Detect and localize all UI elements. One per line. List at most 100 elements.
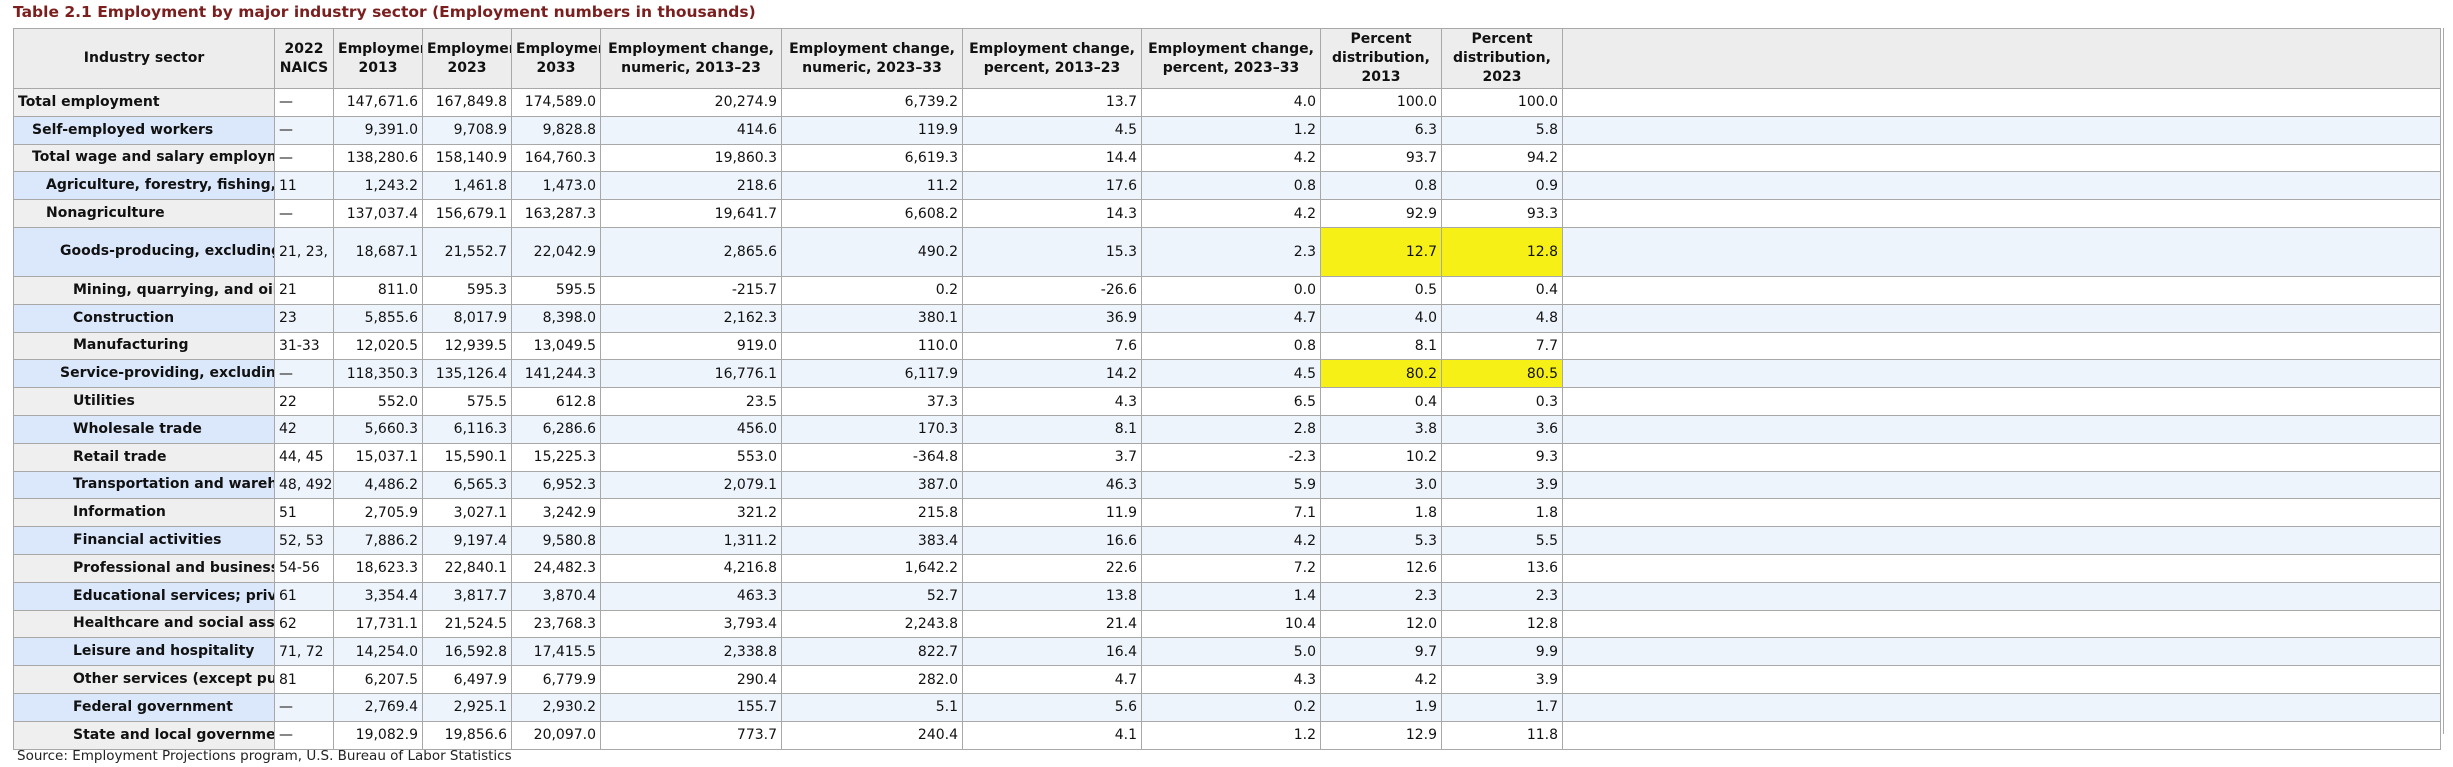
change-percent-2023-33-cell: 0.0	[1141, 275, 1321, 305]
table-body: Total employment —147,671.6 167,849.8 174,5…	[13, 88, 2441, 750]
distribution-2023-cell: 0.4	[1441, 275, 1563, 305]
employment-2033-cell: 6,779.9	[511, 665, 601, 694]
col-header-distribution-2023: Percent distribution, 2023	[1441, 28, 1563, 89]
change-percent-2013-23-cell: 4.7	[962, 665, 1142, 694]
change-percent-2013-23-cell: 36.9	[962, 303, 1142, 333]
table-row: Wholesale trade 42 5,660.3 6,116.3 6,286.6 45…	[13, 414, 2441, 444]
employment-2033-cell: 9,580.8	[511, 526, 601, 555]
change-numeric-2023-33-cell: 6,117.9	[781, 359, 963, 389]
industry-sector-cell: Educational services; private	[13, 581, 275, 611]
distribution-2013-cell: 4.0	[1320, 303, 1442, 333]
change-numeric-2013-23-cell: 218.6	[600, 171, 782, 201]
industry-sector-cell: Nonagriculture	[13, 199, 275, 228]
distribution-2023-cell: 80.5	[1441, 359, 1563, 389]
change-percent-2013-23-cell: 4.1	[962, 720, 1142, 750]
employment-2013-cell: 12,020.5	[333, 331, 423, 361]
employment-2013-cell: 1,243.2	[333, 171, 423, 201]
change-numeric-2023-33-cell: 387.0	[781, 470, 963, 500]
change-percent-2013-23-cell: 16.4	[962, 637, 1142, 667]
employment-2023-cell: 575.5	[422, 387, 512, 416]
change-percent-2013-23-cell: 5.6	[962, 692, 1142, 722]
table-edge-divider	[2443, 28, 2444, 734]
distribution-2013-cell: 8.1	[1320, 331, 1442, 361]
col-header-employment-2023: Employment, 2023	[422, 28, 512, 89]
table-row: Healthcare and social assistance; privat…	[13, 609, 2441, 639]
employment-2023-cell: 21,552.7	[422, 226, 512, 277]
spacer-cell	[1562, 470, 2441, 500]
naics-cell: 21, 23, 31-33	[274, 226, 334, 277]
change-percent-2013-23-cell: 16.6	[962, 526, 1142, 555]
change-numeric-2013-23-cell: 19,860.3	[600, 143, 782, 173]
distribution-2023-cell: 9.3	[1441, 442, 1563, 472]
employment-2013-cell: 138,280.6	[333, 143, 423, 173]
employment-2023-cell: 9,708.9	[422, 115, 512, 145]
distribution-2023-cell: 0.9	[1441, 171, 1563, 201]
col-header-naics: 2022 NAICS	[274, 28, 334, 89]
employment-2023-cell: 156,679.1	[422, 199, 512, 228]
distribution-2023-cell: 1.8	[1441, 498, 1563, 528]
distribution-2013-cell: 3.8	[1320, 414, 1442, 444]
employment-2013-cell: 3,354.4	[333, 581, 423, 611]
distribution-2013-cell: 5.3	[1320, 526, 1442, 555]
change-percent-2023-33-cell: 1.4	[1141, 581, 1321, 611]
change-numeric-2013-23-cell: 2,865.6	[600, 226, 782, 277]
change-percent-2013-23-cell: 11.9	[962, 498, 1142, 528]
spacer-cell	[1562, 226, 2441, 277]
change-percent-2023-33-cell: -2.3	[1141, 442, 1321, 472]
spacer-cell	[1562, 498, 2441, 528]
change-numeric-2023-33-cell: 37.3	[781, 387, 963, 416]
distribution-2013-cell: 0.5	[1320, 275, 1442, 305]
distribution-2013-cell: 3.0	[1320, 470, 1442, 500]
header-row: Industry sector 2022 NAICS Employment, 2…	[13, 28, 2441, 89]
employment-2023-cell: 3,027.1	[422, 498, 512, 528]
change-numeric-2023-33-cell: 215.8	[781, 498, 963, 528]
change-numeric-2013-23-cell: 2,338.8	[600, 637, 782, 667]
employment-2013-cell: 19,082.9	[333, 720, 423, 750]
spacer-cell	[1562, 526, 2441, 555]
industry-sector-cell: Wholesale trade	[13, 414, 275, 444]
employment-2013-cell: 14,254.0	[333, 637, 423, 667]
change-numeric-2013-23-cell: 773.7	[600, 720, 782, 750]
change-percent-2023-33-cell: 2.8	[1141, 414, 1321, 444]
table-row: Professional and business services54-561…	[13, 553, 2441, 583]
change-percent-2013-23-cell: 4.3	[962, 387, 1142, 416]
naics-cell: 22	[274, 387, 334, 416]
distribution-2013-cell: 93.7	[1320, 143, 1442, 173]
industry-sector-cell: Manufacturing	[13, 331, 275, 361]
col-header-spacer	[1562, 28, 2441, 89]
employment-2013-cell: 6,207.5	[333, 665, 423, 694]
distribution-2023-cell: 0.3	[1441, 387, 1563, 416]
spacer-cell	[1562, 88, 2441, 117]
naics-cell: 71, 72	[274, 637, 334, 667]
table-row: Goods-producing, excluding agriculture a…	[13, 226, 2441, 277]
spacer-cell	[1562, 387, 2441, 416]
change-numeric-2013-23-cell: 23.5	[600, 387, 782, 416]
change-numeric-2013-23-cell: 321.2	[600, 498, 782, 528]
spacer-cell	[1562, 637, 2441, 667]
naics-cell: 31-33	[274, 331, 334, 361]
table-row: Agriculture, forestry, fishing, and hunt…	[13, 171, 2441, 201]
change-percent-2023-33-cell: 2.3	[1141, 226, 1321, 277]
employment-2023-cell: 595.3	[422, 275, 512, 305]
naics-cell: 42	[274, 414, 334, 444]
change-numeric-2023-33-cell: 240.4	[781, 720, 963, 750]
employment-2033-cell: 23,768.3	[511, 609, 601, 639]
employment-2013-cell: 147,671.6	[333, 88, 423, 117]
employment-2013-cell: 552.0	[333, 387, 423, 416]
naics-cell: 21	[274, 275, 334, 305]
spacer-cell	[1562, 199, 2441, 228]
change-percent-2023-33-cell: 5.9	[1141, 470, 1321, 500]
distribution-2013-cell: 12.6	[1320, 553, 1442, 583]
distribution-2023-cell: 12.8	[1441, 609, 1563, 639]
industry-sector-cell: State and local government	[13, 720, 275, 750]
change-numeric-2013-23-cell: 1,311.2	[600, 526, 782, 555]
distribution-2023-cell: 3.6	[1441, 414, 1563, 444]
distribution-2023-cell: 100.0	[1441, 88, 1563, 117]
spacer-cell	[1562, 171, 2441, 201]
distribution-2023-cell: 5.8	[1441, 115, 1563, 145]
distribution-2023-cell: 3.9	[1441, 665, 1563, 694]
table-row: Utilities 22 552.0 575.5 612.8 23.5 37.3 4.3 6.5…	[13, 387, 2441, 416]
naics-cell: 61	[274, 581, 334, 611]
col-header-employment-2033: Employment, 2033	[511, 28, 601, 89]
distribution-2013-cell: 12.9	[1320, 720, 1442, 750]
